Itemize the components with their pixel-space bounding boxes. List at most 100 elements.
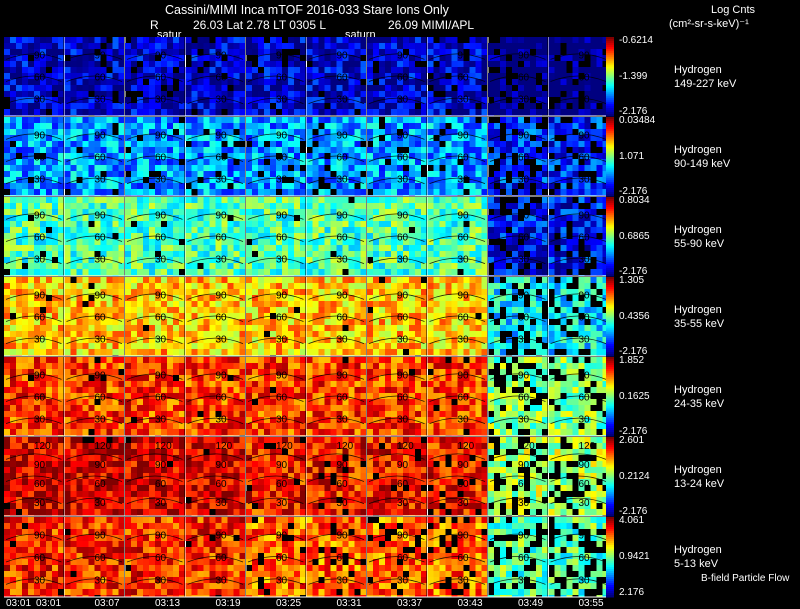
time-frame: 90 60 30 [548, 517, 608, 597]
pitch-angle-label: 60 [458, 393, 470, 404]
pitch-angle-label: 30 [95, 255, 107, 266]
pitch-angle-label: 60 [276, 313, 288, 324]
pitch-angle-label: 60 [276, 73, 288, 84]
energy-panel-2: 90 60 30 90 60 30 90 60 30 90 60 30 90 60 30 90 60 30 90 60… [4, 197, 614, 277]
energy-panel-5: 120 90 60 30 120 90 60 30 120 90 60 30 120 90 60 30 120 9… [4, 437, 614, 517]
colorbar [606, 517, 614, 598]
pitch-angle-label: 60 [518, 313, 530, 324]
energy-channel-label: Hydrogen 55-90 keV [674, 223, 725, 250]
time-frame: 90 60 30 [64, 277, 124, 356]
time-label-start: 03:01 [6, 598, 32, 609]
colorbar-min: -2.176 [619, 186, 648, 197]
energy-channel-label: Hydrogen 5-13 keV [674, 544, 722, 570]
pitch-angle-label: 60 [518, 73, 530, 84]
time-frame: 90 60 30 [427, 37, 487, 116]
time-label: 03:13 [155, 598, 181, 609]
pitch-angle-label: 30 [95, 575, 107, 586]
pitch-angle-label: 90 [95, 130, 107, 141]
pitch-angle-label: 90 [397, 531, 409, 542]
pitch-angle-label: 60 [458, 233, 470, 244]
energy-channel-label: Hydrogen 149-227 keV [674, 63, 737, 90]
time-frame: 90 60 30 [427, 517, 487, 597]
pitch-angle-label: 60 [458, 73, 470, 84]
pitch-angle-label: 90 [216, 130, 228, 141]
time-frame: 120 90 60 30 [125, 437, 185, 516]
pitch-angle-label: 90 [216, 210, 228, 221]
colorbar [606, 197, 614, 277]
pitch-angle-label: 60 [518, 393, 530, 404]
pitch-angle-label: 90 [337, 130, 349, 141]
time-frame: 120 90 60 30 [427, 437, 487, 516]
pitch-angle-label: 60 [337, 393, 349, 404]
pitch-angle-label: 30 [579, 255, 591, 266]
pitch-angle-label: 30 [216, 415, 228, 426]
pitch-angle-label: 90 [337, 290, 349, 301]
pitch-angle-label: 60 [458, 479, 470, 490]
pitch-angle-label: 90 [337, 50, 349, 61]
pitch-angle-label: 60 [95, 153, 107, 164]
pitch-angle-label: 60 [276, 153, 288, 164]
energy-panel-3: 90 60 30 90 60 30 90 60 30 90 60 30 90 60 30 90 60 30 90 60… [4, 277, 614, 357]
colorbar-mid: 0.4356 [619, 310, 650, 322]
pitch-angle-label: 90 [155, 290, 167, 301]
time-frame: 90 60 30 [246, 517, 306, 597]
colorbar [606, 437, 614, 517]
time-frame: 120 90 60 30 [246, 437, 306, 516]
pitch-angle-label: 90 [216, 290, 228, 301]
pitch-angle-label: 90 [155, 370, 167, 381]
pitch-angle-label: 60 [337, 313, 349, 324]
pitch-angle-label: 30 [155, 175, 167, 186]
time-frame: 90 60 30 [125, 197, 185, 276]
pitch-angle-label: 60 [34, 479, 46, 490]
pitch-angle-label: 60 [216, 233, 228, 244]
pitch-angle-label: 30 [276, 575, 288, 586]
pitch-angle-label: 60 [216, 553, 228, 564]
time-frame: 90 60 30 [367, 517, 427, 597]
pitch-angle-label: 30 [518, 498, 530, 509]
pitch-angle-label: 90 [337, 531, 349, 542]
pitch-angle-label: 90 [458, 290, 470, 301]
pitch-angle-label: 60 [579, 553, 591, 564]
colorbar-mid: -1.399 [619, 70, 648, 82]
subtitle-lshell: 26.09 MIMI/APL [388, 18, 475, 32]
pitch-angle-label: 90 [155, 460, 167, 471]
pitch-angle-label: 60 [34, 313, 46, 324]
colorbar-min: -2.176 [619, 266, 648, 277]
time-frame: 90 60 30 [306, 197, 366, 276]
pitch-angle-label: 30 [216, 175, 228, 186]
pitch-angle-label: 60 [397, 393, 409, 404]
pitch-angle-label: 30 [276, 95, 288, 106]
pitch-angle-label: 60 [216, 393, 228, 404]
time-frame: 90 60 30 [185, 517, 245, 597]
time-label: 03:37 [397, 598, 423, 609]
time-frame: 90 60 30 [488, 517, 548, 597]
pitch-angle-label: 60 [579, 73, 591, 84]
time-frame: 90 60 30 [64, 357, 124, 436]
time-label: 03:01 [36, 598, 62, 609]
pitch-angle-label: 90 [95, 50, 107, 61]
pitch-angle-label: 30 [155, 255, 167, 266]
pitch-angle-label: 90 [458, 50, 470, 61]
pitch-angle-label: 30 [397, 335, 409, 346]
pitch-angle-label: 60 [397, 73, 409, 84]
pitch-angle-label: 30 [337, 175, 349, 186]
bfield-legend: B-field Particle Flow [701, 573, 790, 584]
pitch-angle-label: 30 [95, 95, 107, 106]
time-frame: 90 60 30 [488, 37, 548, 116]
pitch-angle-label: 120 [34, 441, 51, 452]
subtitle-geometry: 26.03 Lat 2.78 LT 0305 L [193, 18, 327, 32]
energy-panel-4: 90 60 30 90 60 30 90 60 30 90 60 30 90 60 30 90 60 30 90 60… [4, 357, 614, 437]
pitch-angle-label: 60 [155, 73, 167, 84]
pitch-angle-label: 30 [34, 255, 46, 266]
time-label: 03:49 [518, 598, 544, 609]
pitch-angle-label: 30 [337, 95, 349, 106]
energy-channel-label: Hydrogen 90-149 keV [674, 143, 731, 170]
pitch-angle-label: 120 [458, 441, 475, 452]
energy-panel-0: 90 60 30 90 60 30 90 60 30 90 60 30 90 60 30 90 60 30 90 60… [4, 37, 614, 117]
time-frame: 90 60 30 [427, 357, 487, 436]
pitch-angle-label: 60 [579, 153, 591, 164]
pitch-angle-label: 90 [276, 460, 288, 471]
pitch-angle-label: 90 [579, 130, 591, 141]
pitch-angle-label: 90 [95, 531, 107, 542]
